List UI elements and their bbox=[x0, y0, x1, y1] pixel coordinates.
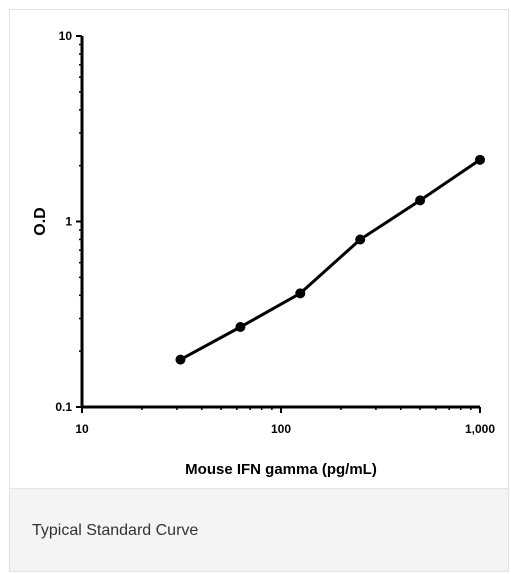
x-tick-label: 100 bbox=[271, 422, 291, 436]
data-point bbox=[475, 154, 485, 165]
data-point bbox=[415, 195, 426, 206]
y-tick-label: 10 bbox=[59, 29, 73, 43]
series-line bbox=[179, 158, 481, 361]
y-axis-title: O.D bbox=[32, 207, 49, 235]
chart-card: 0.1 1 10 10 100 1,000 Mouse IFN gamma (pg/mL) O… bbox=[9, 9, 509, 572]
y-tick-label: 1 bbox=[65, 215, 72, 229]
x-axis-title: Mouse IFN gamma (pg/mL) bbox=[185, 461, 377, 478]
caption-bar: Typical Standard Curve bbox=[10, 488, 508, 571]
data-point bbox=[175, 354, 186, 365]
y-tick-label: 0.1 bbox=[55, 400, 72, 414]
plot-area: 0.1 1 10 10 100 1,000 Mouse IFN gamma (pg/mL) O… bbox=[10, 10, 508, 488]
figure-caption: Typical Standard Curve bbox=[32, 522, 199, 539]
data-point bbox=[295, 288, 306, 299]
x-tick-label: 10 bbox=[75, 422, 89, 436]
data-point bbox=[235, 321, 246, 332]
x-tick-label: 1,000 bbox=[465, 422, 495, 436]
data-point bbox=[355, 234, 366, 245]
standard-curve-chart: 0.1 1 10 10 100 1,000 Mouse IFN gamma (pg/mL) O… bbox=[32, 29, 495, 478]
